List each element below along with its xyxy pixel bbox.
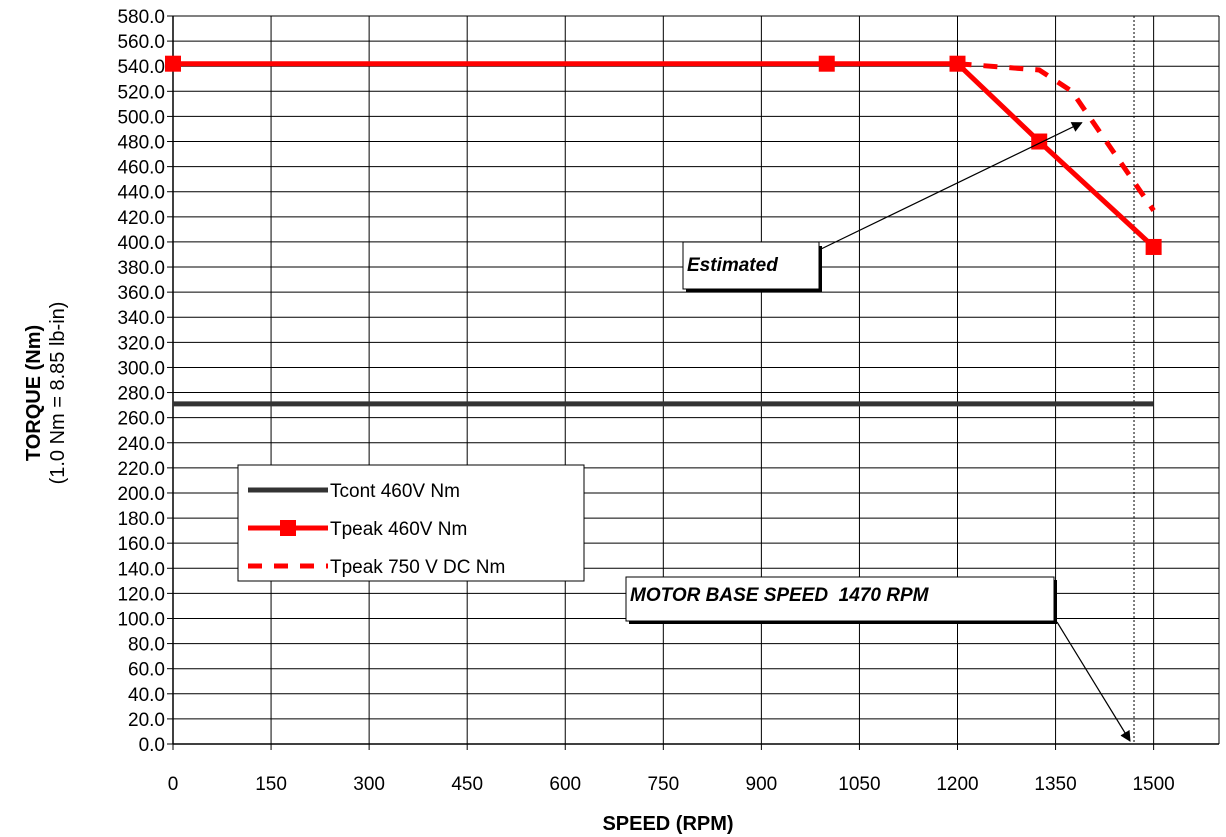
x-tick-label: 1200 [936,774,978,795]
axes [167,15,1219,750]
y-tick-label: 40.0 [128,685,165,706]
data-point-tpeak-460v [1031,133,1048,150]
x-axis-title: SPEED (RPM) [602,813,733,835]
y-tick-label: 200.0 [117,484,165,505]
y-axis-title-main: TORQUE (Nm) [23,325,45,461]
y-tick-label: 320.0 [117,333,165,354]
data-point-tpeak-460v [818,55,835,72]
x-tick-label: 450 [451,774,483,795]
grid-lines [172,15,1220,744]
y-tick-label: 380.0 [117,258,165,279]
estimated-label: Estimated [687,255,778,276]
y-tick-label: 20.0 [128,710,165,731]
y-tick-label: 260.0 [117,409,165,430]
y-tick-label: 560.0 [117,32,165,53]
y-tick-label: 80.0 [128,635,165,656]
legend-marker-tpeak-460v [280,520,296,536]
y-tick-labels: 0.0 20.0 40.0 60.0 80.0 100.0 120.0 140.0 160.0 1… [117,7,165,756]
y-tick-label: 580.0 [117,7,165,28]
x-tick-label: 1500 [1132,774,1174,795]
x-tick-label: 1350 [1034,774,1076,795]
estimated-box [682,241,820,290]
x-tick-label: 750 [647,774,679,795]
y-tick-label: 220.0 [117,459,165,480]
x-tick-label: 1050 [838,774,880,795]
y-tick-label: 340.0 [117,308,165,329]
series-line-tpeak-750v [957,61,1156,212]
y-tick-label: 360.0 [117,283,165,304]
y-tick-label: 280.0 [117,384,165,405]
y-tick-label: 100.0 [117,609,165,630]
series-layer [165,55,1162,407]
data-point-tpeak-460v [949,55,966,72]
y-axis-title: TORQUE (Nm) [23,325,45,461]
y-tick-label: 540.0 [117,57,165,78]
annotations: Estimated MOTOR BASE SPEED 1470 RPM [625,122,1131,742]
y-tick-label: 460.0 [117,158,165,179]
x-tick-labels: 0 150 300 450 600 750 900 1050 1200 1350 1500 [168,774,1175,795]
y-tick-label: 420.0 [117,208,165,229]
base-speed-box [625,576,1055,622]
x-tick-label: 900 [746,774,778,795]
legend-label: Tcont 460V Nm [330,481,460,502]
y-tick-label: 520.0 [117,82,165,103]
x-tick-label: 0 [168,774,179,795]
y-tick-label: 120.0 [117,584,165,605]
base-speed-label: MOTOR BASE SPEED 1470 RPM [630,585,930,606]
legend: Tcont 460V Nm Tpeak 460V Nm Tpeak 750 V DC… [237,464,585,582]
y-tick-label: 60.0 [128,660,165,681]
x-tick-label: 600 [549,774,581,795]
legend-label: Tpeak 750 V DC Nm [330,557,505,578]
y-tick-label: 0.0 [139,735,165,756]
y-tick-label: 480.0 [117,133,165,154]
y-tick-label: 500.0 [117,107,165,128]
estimated-arrow [818,122,1083,251]
y-axis-subtitle: (1.0 Nm = 8.85 lb-in) [47,302,69,485]
y-tick-label: 240.0 [117,434,165,455]
y-tick-label: 180.0 [117,509,165,530]
y-tick-label: 440.0 [117,183,165,204]
y-tick-label: 300.0 [117,358,165,379]
y-tick-label: 140.0 [117,559,165,580]
x-tick-label: 150 [255,774,287,795]
data-point-tpeak-460v [1145,238,1162,255]
y-tick-label: 400.0 [117,233,165,254]
x-tick-label: 300 [353,774,385,795]
estimated-box-shadow [686,289,822,292]
y-tick-label: 160.0 [117,534,165,555]
base-speed-box-shadow [629,621,1057,624]
legend-label: Tpeak 460V Nm [330,519,467,540]
estimated-box-shadow [819,246,822,291]
data-point-tpeak-460v [165,55,181,72]
base-speed-box-shadow [1054,580,1057,624]
base-speed-arrow [1056,621,1131,742]
